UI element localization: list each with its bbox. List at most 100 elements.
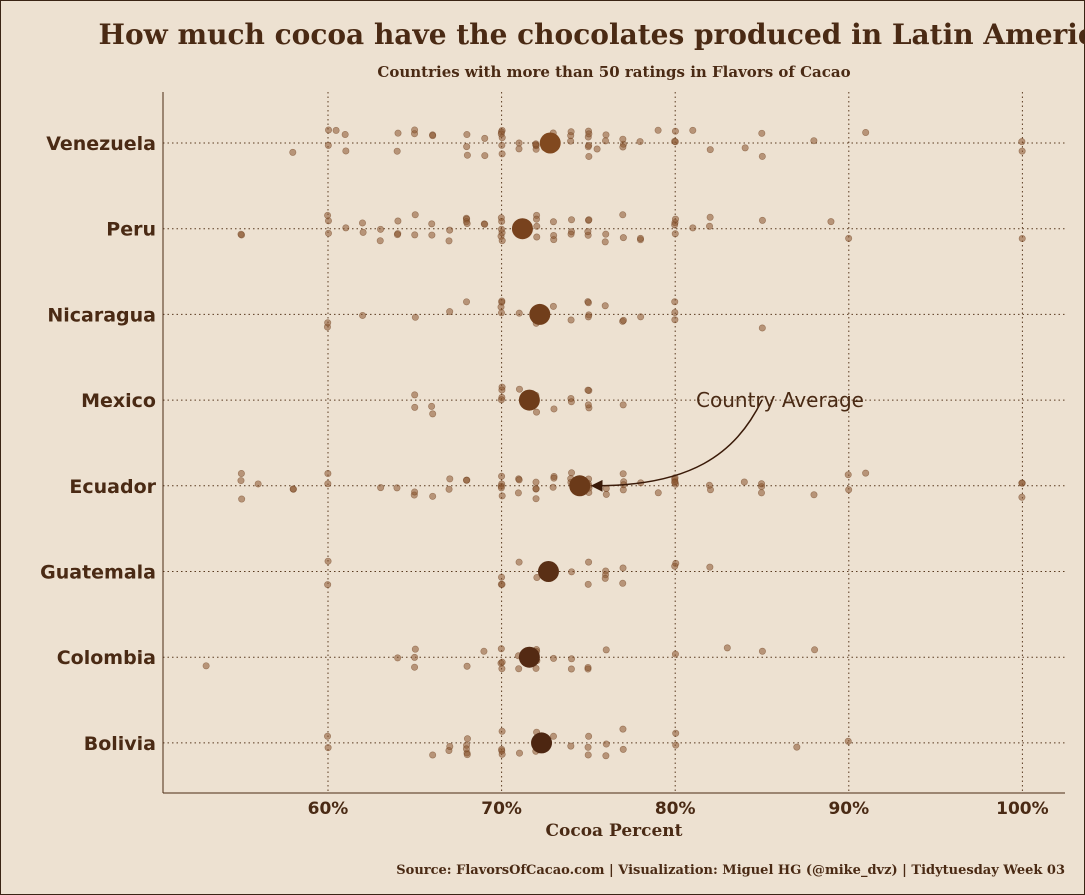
data-point — [636, 234, 644, 242]
data-point — [515, 309, 523, 317]
data-point — [411, 488, 419, 496]
data-point — [602, 131, 610, 139]
average-marker — [518, 389, 540, 411]
data-point — [497, 309, 505, 317]
data-point — [671, 298, 679, 306]
data-point — [393, 484, 401, 492]
data-point — [377, 225, 385, 233]
data-point — [568, 655, 576, 663]
data-point — [411, 313, 419, 321]
data-point — [758, 324, 766, 332]
data-point — [497, 396, 505, 404]
data-point — [672, 741, 680, 749]
annotation-arrow — [590, 399, 763, 492]
data-point — [671, 215, 679, 223]
data-point — [411, 403, 419, 411]
data-point — [498, 472, 506, 480]
data-point — [567, 665, 575, 673]
data-point — [532, 478, 540, 486]
data-point — [446, 475, 454, 483]
category-labels: Venezuela Peru Nicaragua Mexico Ecuador Guate… — [40, 133, 156, 755]
chart-subtitle: Countries with more than 50 ratings in F… — [377, 63, 850, 81]
category-label: Colombia — [57, 647, 156, 669]
data-point — [671, 478, 679, 486]
average-marker — [531, 732, 553, 754]
data-point — [584, 299, 592, 307]
data-point — [463, 298, 471, 306]
data-point — [619, 135, 627, 143]
data-point — [411, 391, 419, 399]
data-point — [394, 217, 402, 225]
data-point — [289, 148, 297, 156]
data-point — [532, 215, 540, 223]
data-point — [550, 231, 558, 239]
category-label: Bolivia — [84, 733, 156, 755]
data-point — [619, 316, 627, 324]
data-point — [602, 740, 610, 748]
average-marker — [539, 132, 561, 154]
data-point — [498, 217, 506, 225]
data-point — [498, 134, 506, 142]
data-point — [393, 147, 401, 155]
data-point — [845, 486, 853, 494]
data-point — [549, 483, 557, 491]
data-point — [585, 152, 593, 160]
data-point — [533, 233, 541, 241]
data-point — [341, 130, 349, 138]
data-point — [1018, 479, 1026, 487]
x-tick-label: 80% — [655, 799, 696, 819]
data-point — [584, 743, 592, 751]
data-point — [654, 126, 662, 134]
data-point — [619, 211, 627, 219]
data-point — [238, 495, 246, 503]
data-point — [593, 145, 601, 153]
data-point — [602, 230, 610, 238]
data-point — [324, 480, 332, 488]
data-point — [498, 492, 506, 500]
data-point — [237, 230, 245, 238]
data-point — [428, 402, 436, 410]
data-point — [498, 141, 506, 149]
average-marker — [529, 303, 551, 325]
data-point — [289, 485, 297, 493]
data-point — [584, 313, 592, 321]
data-point — [532, 485, 540, 493]
data-point — [324, 732, 332, 740]
data-point — [585, 732, 593, 740]
data-point — [324, 470, 332, 478]
data-point — [706, 146, 714, 154]
data-point — [324, 141, 332, 149]
data-point — [324, 744, 332, 752]
data-point — [445, 485, 453, 493]
data-point — [585, 130, 593, 138]
data-point — [325, 126, 333, 134]
category-label: Venezuela — [46, 133, 156, 155]
data-point — [428, 231, 436, 239]
data-point — [827, 218, 835, 226]
data-point — [671, 562, 679, 570]
data-point — [515, 749, 523, 757]
data-point — [463, 143, 471, 151]
data-point — [602, 137, 610, 145]
data-point — [429, 410, 437, 418]
data-point — [845, 234, 853, 242]
chart-title: How much cocoa have the chocolates produ… — [98, 18, 1085, 51]
category-label: Mexico — [81, 390, 156, 412]
category-label: Ecuador — [69, 476, 156, 498]
data-point — [376, 237, 384, 245]
data-point — [463, 735, 471, 743]
data-point — [497, 645, 505, 653]
data-point — [550, 732, 558, 740]
data-point — [342, 147, 350, 155]
data-point — [498, 297, 506, 305]
data-point — [463, 751, 471, 759]
data-point — [654, 489, 662, 497]
data-point — [393, 231, 401, 239]
data-point — [394, 654, 402, 662]
data-point — [585, 216, 593, 224]
data-point — [671, 650, 679, 658]
data-point — [601, 574, 609, 582]
data-point — [757, 489, 765, 497]
data-point — [844, 471, 852, 479]
